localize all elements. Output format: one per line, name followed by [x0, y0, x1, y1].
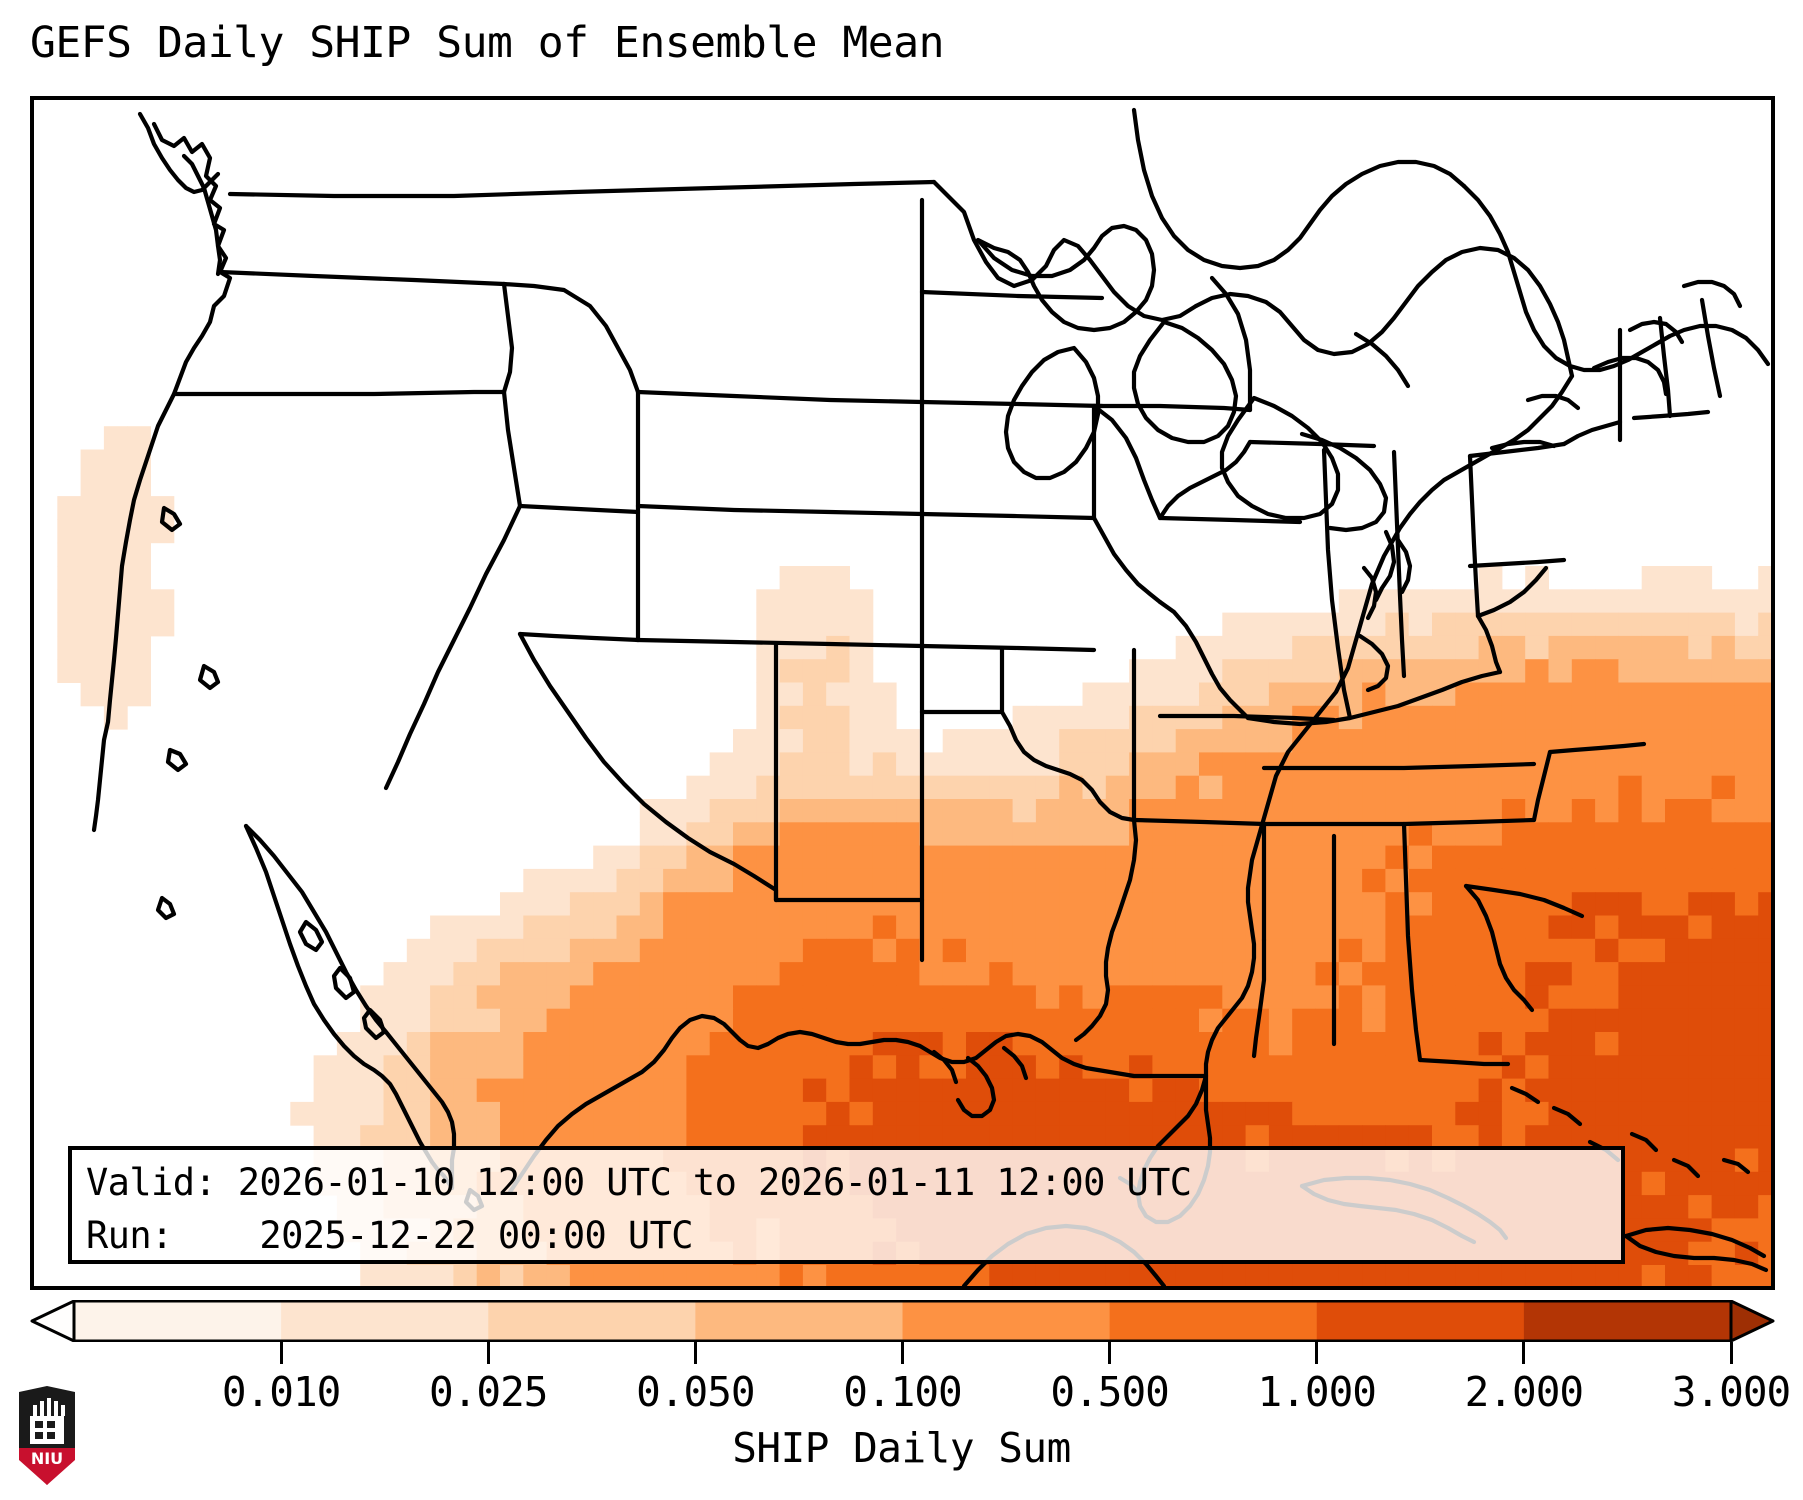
colorbar-tick-label: 0.010 [221, 1368, 341, 1416]
colorbar-gradient [30, 1300, 1775, 1342]
colorbar-tick-label: 2.000 [1464, 1368, 1584, 1416]
forecast-info-box: Valid: 2026-01-10 12:00 UTC to 2026-01-1… [68, 1146, 1625, 1264]
niu-logo: NIU [19, 1386, 75, 1485]
colorbar-tick [901, 1342, 904, 1364]
colorbar-tick-label: 0.050 [636, 1368, 755, 1416]
colorbar-tick [1108, 1342, 1112, 1364]
colorbar-tick-label: 0.025 [429, 1368, 548, 1416]
colorbar [30, 1300, 1775, 1342]
colorbar-tick-label: 0.100 [843, 1368, 962, 1416]
colorbar-tick-label: 1.000 [1257, 1368, 1377, 1416]
map-canvas [34, 100, 1771, 1286]
colorbar-tick-label: 3.000 [1671, 1368, 1791, 1416]
colorbar-axis-label: SHIP Daily Sum [732, 1424, 1071, 1472]
valid-time-line: Valid: 2026-01-10 12:00 UTC to 2026-01-1… [86, 1161, 1192, 1204]
map-panel [30, 96, 1775, 1290]
colorbar-tick [1729, 1342, 1733, 1364]
colorbar-tick [486, 1342, 490, 1364]
page-title: GEFS Daily SHIP Sum of Ensemble Mean [30, 18, 944, 68]
colorbar-tick [1522, 1342, 1526, 1364]
shaded-data-grid [57, 426, 1771, 1286]
colorbar-tick [693, 1342, 697, 1364]
niu-logo-text: NIU [31, 1449, 63, 1468]
run-time-line: Run: 2025-12-22 00:00 UTC [86, 1214, 694, 1257]
colorbar-tick-labels: 0.010 0.025 0.050 0.100 0.500 1.000 2.000 3.000 [0, 1368, 1803, 1420]
colorbar-ticks [0, 1342, 1803, 1368]
colorbar-tick-label: 0.500 [1050, 1368, 1169, 1416]
geography-outlines [91, 107, 1771, 1286]
colorbar-tick [279, 1342, 283, 1364]
colorbar-tick [1315, 1342, 1319, 1364]
